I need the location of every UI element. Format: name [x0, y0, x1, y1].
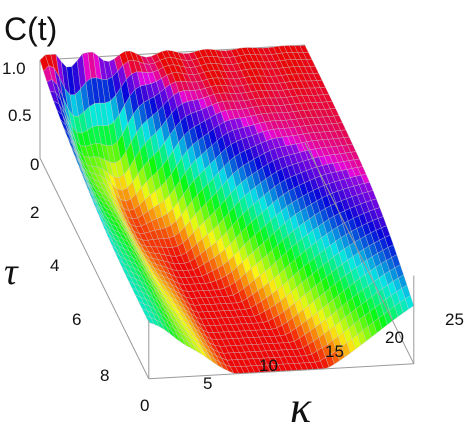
y-tick-label: 8: [100, 366, 109, 385]
box-edge: [148, 363, 414, 380]
x-tick-labels: 0 5 10 15 20 25: [140, 310, 464, 415]
x-axis-label: κ: [290, 383, 312, 428]
y-tick-label: 2: [30, 203, 39, 222]
x-tick-label: 10: [259, 356, 278, 375]
bounding-box-front: [39, 142, 415, 380]
y-tick-label: 6: [72, 310, 81, 329]
y-tick-label: 4: [50, 256, 59, 275]
z-tick-label: 1.0: [2, 59, 26, 78]
surface-mesh: [39, 45, 415, 374]
x-tick-label: 0: [140, 396, 149, 415]
box-edge: [39, 157, 150, 380]
x-tick-label: 5: [203, 374, 212, 393]
x-tick-label: 15: [325, 342, 344, 361]
z-tick-label: 0.5: [8, 106, 32, 125]
x-tick-label: 25: [445, 310, 464, 329]
surface-patch: [145, 315, 155, 325]
y-tick-labels: 2 4 6 8: [30, 203, 109, 385]
chart-title: C(t): [4, 11, 57, 47]
x-tick-label: 20: [385, 328, 404, 347]
box-edge: [304, 142, 415, 365]
z-tick-labels: 1.0 0.5 0: [2, 59, 39, 174]
y-axis-label: τ: [4, 251, 19, 293]
z-tick-label: 0: [30, 155, 39, 174]
